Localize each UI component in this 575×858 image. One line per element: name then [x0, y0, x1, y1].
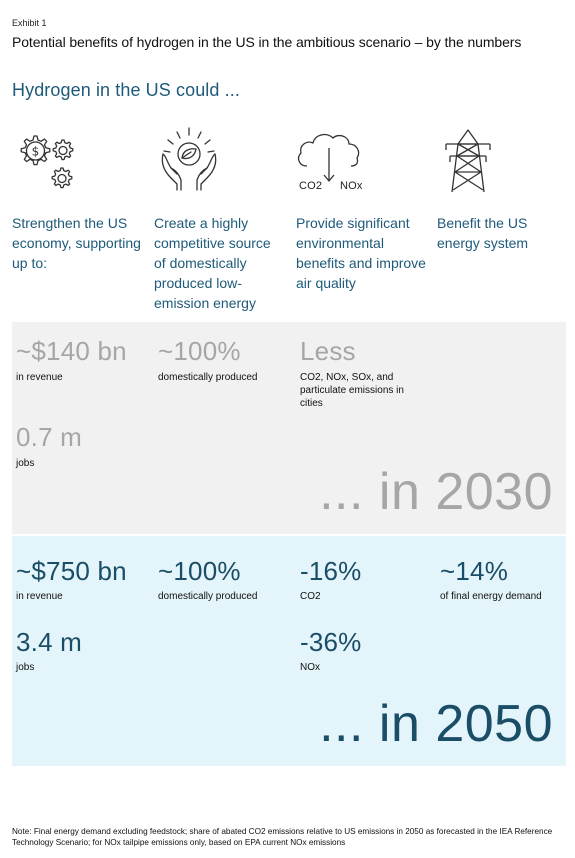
- energy-2050-caption: of final energy demand: [440, 591, 542, 602]
- icon-label-nox: NOx: [340, 180, 363, 192]
- emissions-2030-caption: CO2, NOx, SOx, and particulate emissions…: [300, 372, 404, 409]
- jobs-2030-value: 0.7 m: [16, 422, 83, 452]
- band-2030: [12, 322, 566, 534]
- page-title: Potential benefits of hydrogen in the US…: [12, 34, 522, 50]
- co2-2050-value: -16%: [300, 556, 362, 586]
- column-heading-environment: Provide significant environmental benefi…: [296, 215, 426, 291]
- domestic-2030-value: ~100%: [158, 336, 241, 366]
- footnote: Note: Final energy demand excluding feed…: [12, 827, 553, 847]
- year-2050-label: ... in 2050: [319, 695, 553, 753]
- nox-2050-value: -36%: [300, 627, 362, 657]
- domestic-2050-value: ~100%: [158, 556, 241, 586]
- column-heading-energy-system: Benefit the US energy system: [437, 215, 529, 251]
- revenue-2050-caption: in revenue: [16, 591, 63, 602]
- co2-2050-caption: CO2: [300, 591, 321, 602]
- year-2030-label: ... in 2030: [319, 463, 553, 521]
- svg-text:$: $: [32, 145, 40, 159]
- power-pylon-icon: [432, 126, 504, 196]
- jobs-2030-caption: jobs: [16, 458, 35, 469]
- domestic-2030-caption: domestically produced: [158, 372, 258, 383]
- dollar-gears-icon: $: [10, 128, 82, 198]
- revenue-2050-value: ~$750 bn: [16, 556, 127, 586]
- icon-label-co2: CO2: [299, 180, 323, 192]
- revenue-2030-value: ~$140 bn: [16, 336, 127, 366]
- domestic-2050-caption: domestically produced: [158, 591, 258, 602]
- jobs-2050-value: 3.4 m: [16, 627, 83, 657]
- column-heading-competitive-source: Create a highly competitive source of do…: [154, 215, 271, 311]
- section-subtitle: Hydrogen in the US could ...: [12, 80, 240, 100]
- cloud-emissions-icon: [293, 128, 365, 198]
- hands-leaf-icon: [153, 124, 225, 194]
- emissions-2030-value: Less: [300, 336, 356, 366]
- jobs-2050-caption: jobs: [16, 662, 35, 673]
- band-2050: [12, 536, 566, 766]
- nox-2050-caption: NOx: [300, 662, 320, 673]
- energy-2050-value: ~14%: [440, 556, 509, 586]
- revenue-2030-caption: in revenue: [16, 372, 63, 383]
- column-heading-economy: Strengthen the US economy, supporting up…: [12, 215, 141, 271]
- exhibit-label: Exhibit 1: [12, 18, 47, 28]
